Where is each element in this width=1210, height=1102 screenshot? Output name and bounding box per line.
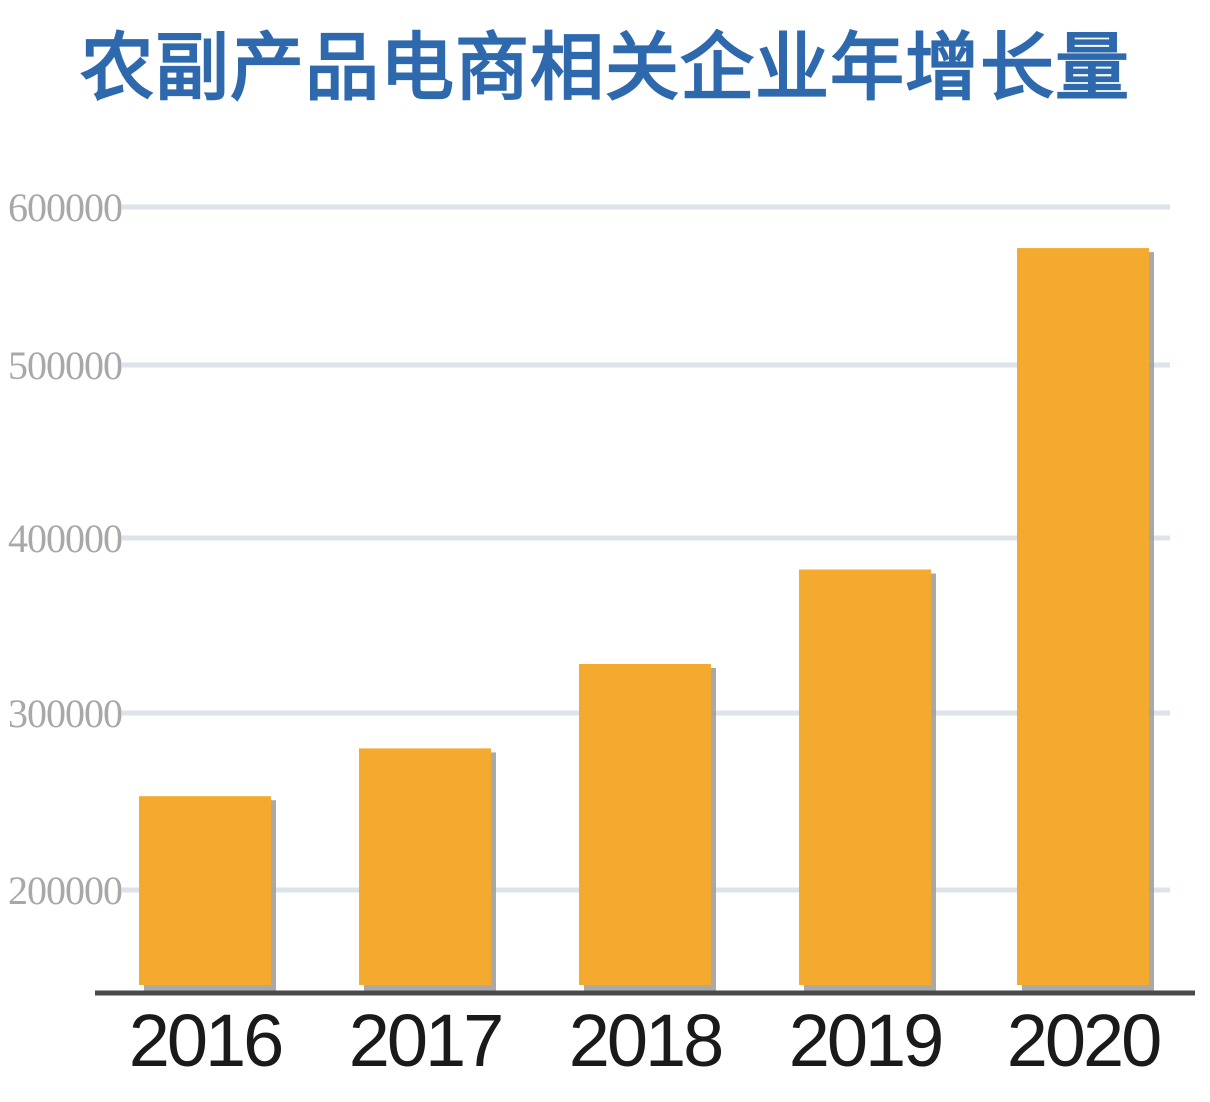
y-tick-label: 200000 [8,868,122,913]
y-tick-label: 600000 [8,185,122,230]
bar-2019 [799,569,931,985]
x-tick-label: 2018 [569,999,722,1082]
x-axis-ticks: 2016 2017 2018 2019 2020 [129,999,1163,1082]
y-tick-label: 300000 [8,691,122,736]
y-tick-label: 400000 [8,516,122,561]
bar-2020 [1017,248,1149,985]
bar-2016 [139,796,271,985]
y-axis-ticks: 200000 300000 400000 500000 600000 [8,185,123,913]
y-tick-label: 500000 [8,343,122,388]
bar-2017 [359,748,491,985]
x-tick-label: 2019 [789,999,942,1082]
x-tick-label: 2020 [1007,999,1160,1082]
bars [139,248,1154,995]
chart-title: 农副产品电商相关企业年增长量 [80,25,1130,111]
x-tick-label: 2017 [349,999,502,1082]
bar-2018 [579,664,711,985]
x-tick-label: 2016 [129,999,282,1082]
